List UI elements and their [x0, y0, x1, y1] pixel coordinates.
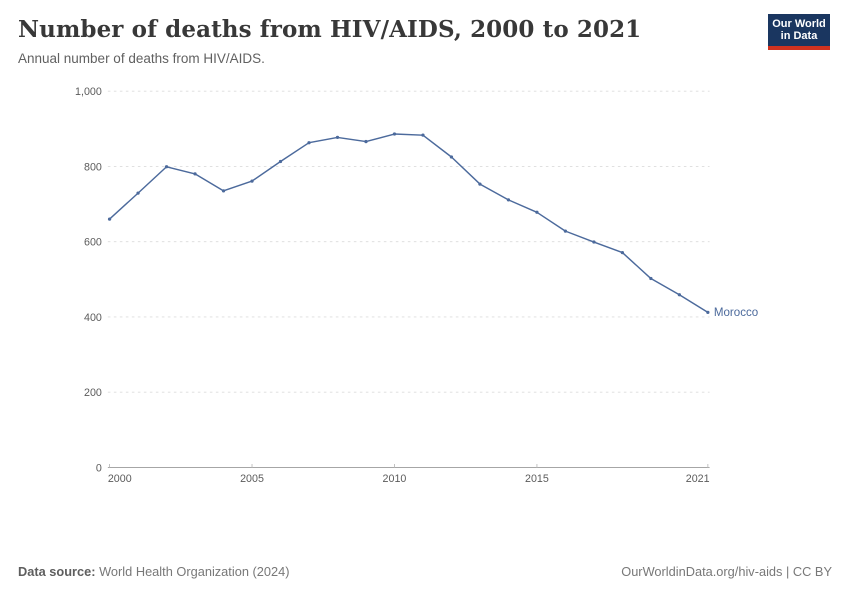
data-point: [250, 179, 254, 183]
y-tick-label: 200: [84, 387, 102, 399]
x-tick-label: 2000: [108, 473, 132, 485]
x-tick-label: 2010: [383, 473, 407, 485]
data-source: Data source: World Health Organization (…: [18, 564, 289, 579]
data-point: [164, 165, 169, 169]
data-point: [307, 141, 311, 145]
data-point: [649, 276, 653, 281]
y-tick-label: 0: [96, 462, 102, 474]
series-end-label: Morocco: [714, 307, 758, 319]
chart-subtitle: Annual number of deaths from HIV/AIDS.: [18, 51, 265, 66]
owid-logo[interactable]: Our World in Data: [768, 14, 830, 50]
y-tick-label: 800: [84, 161, 102, 173]
data-point: [278, 159, 283, 164]
data-point: [478, 182, 482, 186]
data-source-label: Data source:: [18, 564, 96, 579]
data-point: [592, 240, 596, 244]
data-point: [706, 310, 710, 315]
data-point: [506, 198, 511, 202]
owid-logo-line1: Our World: [772, 17, 826, 30]
data-point: [193, 172, 197, 176]
x-tick-label: 2015: [525, 473, 549, 485]
data-point: [620, 250, 625, 255]
series-line-morocco: [108, 133, 709, 314]
y-tick-label: 600: [84, 237, 102, 249]
chart-footer: Data source: World Health Organization (…: [18, 564, 832, 579]
data-point: [563, 229, 568, 233]
y-tick-label: 1,000: [75, 86, 102, 98]
chart-title: Number of deaths from HIV/AIDS, 2000 to …: [18, 16, 642, 43]
data-source-value: World Health Organization (2024): [95, 564, 290, 579]
owid-logo-line2: in Data: [780, 30, 818, 42]
chart-plot-area: 0 200 400 600 800 1,000 2000 2005 2010 2015 2021 Mo…: [75, 86, 758, 485]
x-tick-label: 2021: [686, 473, 710, 485]
data-point: [535, 210, 539, 214]
y-tick-label: 400: [84, 312, 102, 324]
data-point: [221, 189, 226, 193]
data-point: [335, 135, 340, 140]
data-point: [421, 133, 425, 137]
data-point: [364, 139, 368, 144]
data-point: [449, 155, 454, 159]
data-point: [107, 217, 112, 221]
data-point: [392, 132, 397, 136]
data-point: [677, 293, 681, 297]
x-tick-label: 2005: [240, 473, 264, 485]
data-point: [136, 191, 140, 195]
credit-link[interactable]: OurWorldinData.org/hiv-aids | CC BY: [621, 564, 832, 579]
